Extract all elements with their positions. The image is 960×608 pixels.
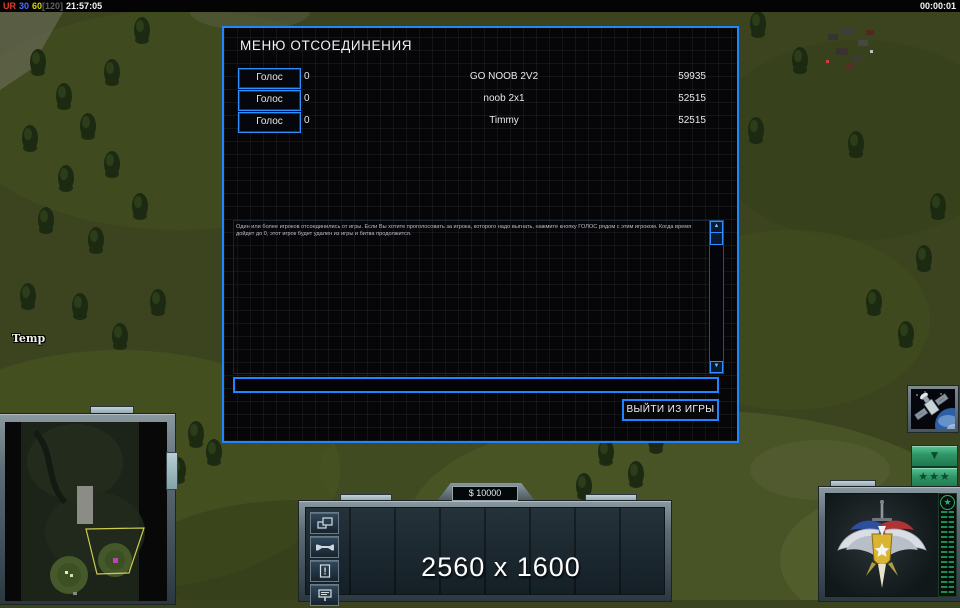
command-bar: ! 2560 x 1600 [298,500,672,606]
repair-button[interactable] [310,536,339,558]
unit-portrait[interactable] [825,493,939,597]
three-stars-icon: ★★★ [918,471,951,483]
counter-value-3: [120] [42,1,64,11]
counter-value-2: 60 [32,1,43,11]
vote-count: 0 [304,93,310,104]
player-row: Голос 0 GO NOOB 2V2 59935 [224,68,737,90]
down-arrow-icon: ▼ [928,448,941,462]
counter-label: UR [3,1,16,11]
player-row: Голос 0 Timmy 52515 [224,112,737,134]
clock: 21:57:05 [66,1,103,11]
dialog-title: МЕНЮ ОТСОЕДИНЕНИЯ [240,38,413,53]
minimap-terrain [5,422,167,601]
player-countdown: 52515 [678,115,706,126]
unit-cluster [826,28,874,69]
map-waypoint-label: Temp [12,332,46,345]
road [0,0,70,90]
structures-icon [316,517,333,529]
info-scrollbar[interactable]: ▲ ▼ [709,220,724,374]
wrench-icon [315,544,334,551]
minimap-handle [166,452,178,490]
disconnect-info-box: Один или более игроков отсоединились от … [233,220,711,374]
player-name: noob 2x1 [483,93,525,104]
player-name: Timmy [489,115,519,126]
player-countdown: 52515 [678,93,706,104]
select-structures-button[interactable] [310,512,339,534]
top-status-bar: UR 30 60[120] 21:57:05 00:00:01 [0,0,960,12]
counter-value-1: 30 [19,1,30,11]
sign-icon [317,589,332,601]
rank-collapse-button[interactable]: ▼ [911,445,958,467]
rank-star-icon: ★ [940,495,955,510]
beacon-button[interactable] [310,584,339,606]
minimap-frame [0,413,176,605]
money-display: $ 10000 [452,486,518,501]
scroll-thumb[interactable] [710,232,723,245]
minimap[interactable] [5,422,167,601]
mission-timer: 00:00:01 [919,1,956,11]
vote-count: 0 [304,115,310,126]
player-name: GO NOOB 2V2 [469,71,539,82]
svg-text:!: ! [323,567,326,578]
command-panel: ! 2560 x 1600 [305,507,665,606]
alert-button[interactable]: ! [310,560,339,582]
vote-button[interactable]: Голос [238,112,301,133]
portrait-frame: ★ [818,486,960,602]
usa-faction-emblem-icon [837,500,927,588]
satellite-icon [911,389,960,442]
player-countdown: 59935 [678,71,706,82]
player-row: Голос 0 noob 2x1 52515 [224,90,737,112]
command-icon-column: ! [310,512,339,608]
satellite-power-button[interactable] [907,385,960,442]
minimap-unit-dot [113,558,118,563]
exit-game-button[interactable]: ВЫЙТИ ИЗ ИГРЫ [622,399,719,421]
experience-bar: ★ [938,493,957,597]
minimap-road [77,486,93,524]
chat-input[interactable] [233,377,719,393]
alert-icon: ! [319,564,330,578]
vote-button[interactable]: Голос [238,90,301,111]
experience-divider [946,511,949,594]
resolution-overlay: 2560 x 1600 [421,552,581,582]
vote-count: 0 [304,71,310,82]
vote-button[interactable]: Голос [238,68,301,89]
disconnect-menu-dialog: МЕНЮ ОТСОЕДИНЕНИЯ Голос 0 GO NOOB 2V2 59… [222,26,739,443]
minimap-view-frustum [85,527,145,575]
disconnect-info-text: Один или более игроков отсоединились от … [236,223,692,237]
scroll-down-button[interactable]: ▼ [710,361,723,373]
